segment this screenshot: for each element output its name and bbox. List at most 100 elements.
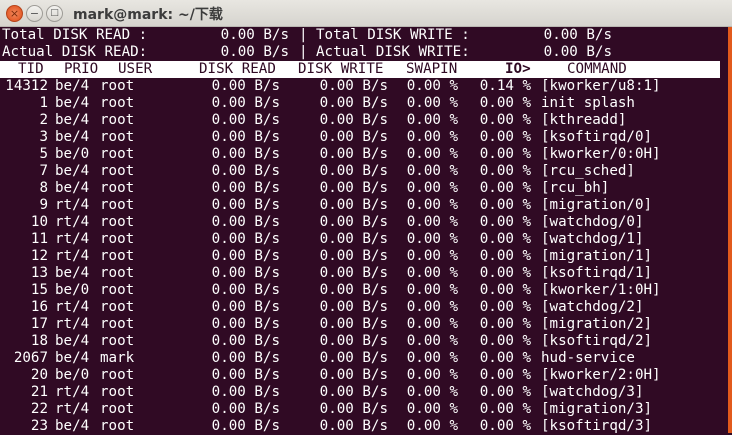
swapin-cell: 0.00 % — [406, 112, 458, 128]
disk-write-cell: 0.00 B/s — [319, 78, 388, 94]
command-cell: hud-service — [541, 350, 635, 366]
process-row[interactable]: 11 rt/4 root 0.00 B/s 0.00 B/s 0.00 % 0.00 % [w… — [0, 231, 728, 248]
process-row[interactable]: 9 rt/4 root 0.00 B/s 0.00 B/s 0.00 % 0.00 % [mi… — [0, 197, 728, 214]
command-cell: [kworker/2:0H] — [541, 367, 661, 383]
col-disk-read[interactable]: DISK READ — [199, 61, 276, 77]
swapin-cell: 0.00 % — [406, 418, 458, 434]
io-cell: 0.00 % — [479, 95, 531, 111]
prio-cell: be/4 — [55, 350, 90, 366]
actual-read-value: 0.00 B/s — [220, 44, 289, 60]
io-cell: 0.00 % — [479, 384, 531, 400]
process-row[interactable]: 3 be/4 root 0.00 B/s 0.00 B/s 0.00 % 0.00 % [ks… — [0, 129, 728, 146]
tid-cell: 13 — [30, 265, 48, 281]
col-disk-write[interactable]: DISK WRITE — [298, 61, 384, 77]
prio-cell: be/4 — [55, 78, 90, 94]
total-read-value: 0.00 B/s — [220, 27, 289, 43]
process-row[interactable]: 1 be/4 root 0.00 B/s 0.00 B/s 0.00 % 0.00 % ini… — [0, 95, 728, 112]
prio-cell: be/4 — [55, 129, 90, 145]
disk-read-cell: 0.00 B/s — [211, 367, 280, 383]
process-row[interactable]: 22 rt/4 root 0.00 B/s 0.00 B/s 0.00 % 0.00 % [m… — [0, 401, 728, 418]
user-cell: root — [100, 248, 135, 264]
col-user[interactable]: USER — [118, 61, 153, 77]
user-cell: root — [100, 333, 135, 349]
prio-cell: be/0 — [55, 282, 90, 298]
command-cell: [kthreadd] — [541, 112, 627, 128]
swapin-cell: 0.00 % — [406, 350, 458, 366]
command-cell: [migration/3] — [541, 401, 653, 417]
swapin-cell: 0.00 % — [406, 248, 458, 264]
tid-cell: 23 — [30, 418, 48, 434]
disk-write-cell: 0.00 B/s — [319, 350, 388, 366]
summary-line-total: Total DISK READ : 0.00 B/s | Total DISK … — [0, 27, 728, 44]
command-cell: [watchdog/3] — [541, 384, 644, 400]
swapin-cell: 0.00 % — [406, 282, 458, 298]
tid-cell: 2 — [39, 112, 48, 128]
tid-cell: 15 — [30, 282, 48, 298]
disk-write-cell: 0.00 B/s — [319, 384, 388, 400]
swapin-cell: 0.00 % — [406, 78, 458, 94]
process-row[interactable]: 13 be/4 root 0.00 B/s 0.00 B/s 0.00 % 0.00 % [k… — [0, 265, 728, 282]
user-cell: root — [100, 146, 135, 162]
io-cell: 0.00 % — [479, 197, 531, 213]
io-cell: 0.00 % — [479, 333, 531, 349]
process-row[interactable]: 14312 be/4 root 0.00 B/s 0.00 B/s 0.00 % 0.14 … — [0, 78, 728, 95]
total-write-label: Total DISK WRITE : — [316, 27, 470, 43]
process-row[interactable]: 16 rt/4 root 0.00 B/s 0.00 B/s 0.00 % 0.00 % [w… — [0, 299, 728, 316]
process-row[interactable]: 7 be/4 root 0.00 B/s 0.00 B/s 0.00 % 0.00 % [rc… — [0, 163, 728, 180]
window-titlebar: × − □ mark@mark: ~/下载 — [0, 0, 732, 27]
command-cell: [kworker/u8:1] — [541, 78, 661, 94]
process-row[interactable]: 21 rt/4 root 0.00 B/s 0.00 B/s 0.00 % 0.00 % [w… — [0, 384, 728, 401]
tid-cell: 5 — [39, 146, 48, 162]
process-row[interactable]: 17 rt/4 root 0.00 B/s 0.00 B/s 0.00 % 0.00 % [m… — [0, 316, 728, 333]
prio-cell: be/4 — [55, 180, 90, 196]
close-button[interactable]: × — [6, 5, 23, 22]
prio-cell: rt/4 — [55, 299, 90, 315]
maximize-button[interactable]: □ — [46, 5, 63, 22]
total-read-label: Total DISK READ : — [2, 27, 148, 43]
prio-cell: be/4 — [55, 95, 90, 111]
terminal[interactable]: Total DISK READ : 0.00 B/s | Total DISK … — [0, 27, 728, 435]
col-command[interactable]: COMMAND — [567, 61, 627, 77]
process-row[interactable]: 8 be/4 root 0.00 B/s 0.00 B/s 0.00 % 0.00 % [rc… — [0, 180, 728, 197]
disk-write-cell: 0.00 B/s — [319, 367, 388, 383]
disk-read-cell: 0.00 B/s — [211, 384, 280, 400]
process-row[interactable]: 2 be/4 root 0.00 B/s 0.00 B/s 0.00 % 0.00 % [kt… — [0, 112, 728, 129]
tid-cell: 22 — [30, 401, 48, 417]
process-row[interactable]: 12 rt/4 root 0.00 B/s 0.00 B/s 0.00 % 0.00 % [m… — [0, 248, 728, 265]
tid-cell: 9 — [39, 197, 48, 213]
prio-cell: rt/4 — [55, 384, 90, 400]
disk-write-cell: 0.00 B/s — [319, 146, 388, 162]
disk-write-cell: 0.00 B/s — [319, 129, 388, 145]
disk-write-cell: 0.00 B/s — [319, 418, 388, 434]
user-cell: root — [100, 180, 135, 196]
col-io-sorted[interactable]: IO> — [505, 61, 531, 77]
process-row[interactable]: 15 be/0 root 0.00 B/s 0.00 B/s 0.00 % 0.00 % [k… — [0, 282, 728, 299]
disk-write-cell: 0.00 B/s — [319, 248, 388, 264]
minimize-button[interactable]: − — [26, 5, 43, 22]
disk-read-cell: 0.00 B/s — [211, 78, 280, 94]
user-cell: root — [100, 316, 135, 332]
process-row[interactable]: 23 be/4 root 0.00 B/s 0.00 B/s 0.00 % 0.00 % [k… — [0, 418, 728, 435]
command-cell: [kworker/0:0H] — [541, 146, 661, 162]
user-cell: root — [100, 163, 135, 179]
process-row[interactable]: 5 be/0 root 0.00 B/s 0.00 B/s 0.00 % 0.00 % [kw… — [0, 146, 728, 163]
command-cell: [migration/0] — [541, 197, 653, 213]
user-cell: root — [100, 129, 135, 145]
process-row[interactable]: 18 be/4 root 0.00 B/s 0.00 B/s 0.00 % 0.00 % [k… — [0, 333, 728, 350]
user-cell: root — [100, 401, 135, 417]
disk-write-cell: 0.00 B/s — [319, 333, 388, 349]
col-prio[interactable]: PRIO — [64, 61, 99, 77]
command-cell: [migration/1] — [541, 248, 653, 264]
tid-cell: 10 — [30, 214, 48, 230]
process-row[interactable]: 2067 be/4 mark 0.00 B/s 0.00 B/s 0.00 % 0.00 %… — [0, 350, 728, 367]
process-row[interactable]: 10 rt/4 root 0.00 B/s 0.00 B/s 0.00 % 0.00 % [w… — [0, 214, 728, 231]
user-cell: root — [100, 384, 135, 400]
col-swapin[interactable]: SWAPIN — [406, 61, 458, 77]
user-cell: root — [100, 231, 135, 247]
disk-read-cell: 0.00 B/s — [211, 401, 280, 417]
disk-write-cell: 0.00 B/s — [319, 231, 388, 247]
col-tid[interactable]: TID — [18, 61, 44, 77]
io-cell: 0.00 % — [479, 367, 531, 383]
io-cell: 0.00 % — [479, 214, 531, 230]
process-row[interactable]: 20 be/0 root 0.00 B/s 0.00 B/s 0.00 % 0.00 % [k… — [0, 367, 728, 384]
